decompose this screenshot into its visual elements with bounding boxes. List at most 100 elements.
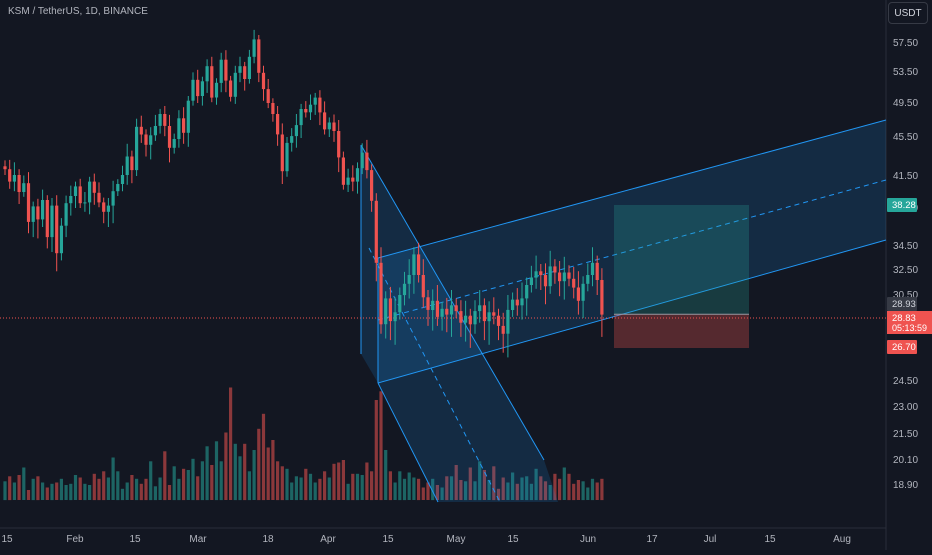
- candle-body[interactable]: [233, 72, 237, 97]
- candle-body[interactable]: [17, 175, 21, 192]
- candle-body[interactable]: [600, 280, 604, 315]
- candle-body[interactable]: [426, 297, 430, 310]
- candle-body[interactable]: [196, 79, 200, 97]
- candle-body[interactable]: [3, 166, 7, 170]
- candle-body[interactable]: [351, 177, 355, 182]
- candle-body[interactable]: [50, 205, 54, 238]
- candle-body[interactable]: [327, 122, 331, 130]
- candle-body[interactable]: [135, 126, 139, 171]
- candle-body[interactable]: [111, 191, 115, 206]
- candle-body[interactable]: [332, 122, 336, 132]
- candle-body[interactable]: [205, 66, 209, 82]
- candle-body[interactable]: [55, 205, 59, 254]
- candle-body[interactable]: [567, 272, 571, 279]
- candle-body[interactable]: [553, 266, 557, 273]
- candle-body[interactable]: [464, 315, 468, 323]
- candle-body[interactable]: [92, 181, 96, 193]
- candle-body[interactable]: [445, 308, 449, 315]
- candle-body[interactable]: [572, 278, 576, 288]
- candle-body[interactable]: [548, 266, 552, 287]
- candle-body[interactable]: [106, 205, 110, 212]
- candle-body[interactable]: [299, 109, 303, 126]
- candle-body[interactable]: [313, 97, 317, 105]
- candle-body[interactable]: [64, 203, 68, 226]
- candle-body[interactable]: [280, 134, 284, 172]
- candle-body[interactable]: [525, 285, 529, 299]
- candle-body[interactable]: [402, 283, 407, 296]
- candle-body[interactable]: [257, 39, 261, 73]
- candle-body[interactable]: [125, 156, 129, 176]
- candle-body[interactable]: [120, 175, 125, 184]
- candle-body[interactable]: [393, 312, 397, 322]
- candle-body[interactable]: [167, 126, 172, 148]
- candle-body[interactable]: [473, 311, 477, 325]
- candle-body[interactable]: [224, 59, 228, 81]
- candle-body[interactable]: [130, 156, 134, 171]
- candle-body[interactable]: [308, 104, 313, 113]
- candle-body[interactable]: [370, 170, 374, 201]
- candle-body[interactable]: [337, 131, 341, 158]
- candle-body[interactable]: [407, 275, 411, 284]
- candle-body[interactable]: [88, 181, 92, 203]
- candle-body[interactable]: [31, 206, 35, 222]
- candle-body[interactable]: [318, 97, 322, 113]
- candle-body[interactable]: [116, 184, 120, 192]
- position-target-zone[interactable]: [614, 205, 749, 315]
- candle-body[interactable]: [158, 114, 162, 126]
- candle-body[interactable]: [191, 79, 195, 101]
- candle-body[interactable]: [102, 202, 106, 212]
- candle-body[interactable]: [449, 305, 454, 315]
- candle-body[interactable]: [543, 275, 548, 287]
- candle-body[interactable]: [210, 66, 214, 98]
- candle-body[interactable]: [346, 177, 350, 185]
- candle-body[interactable]: [355, 168, 360, 182]
- candle-body[interactable]: [153, 126, 157, 136]
- candle-body[interactable]: [379, 262, 383, 325]
- candle-body[interactable]: [454, 305, 458, 312]
- candle-body[interactable]: [478, 305, 482, 312]
- candle-body[interactable]: [36, 206, 40, 220]
- candle-body[interactable]: [487, 312, 491, 322]
- candle-body[interactable]: [266, 89, 270, 103]
- candle-body[interactable]: [459, 311, 463, 323]
- candle-body[interactable]: [440, 308, 444, 317]
- candle-body[interactable]: [73, 186, 78, 196]
- candle-body[interactable]: [8, 169, 12, 182]
- candle-body[interactable]: [69, 196, 73, 204]
- candle-body[interactable]: [26, 183, 31, 222]
- candle-body[interactable]: [468, 315, 472, 325]
- candle-body[interactable]: [229, 80, 233, 97]
- candle-body[interactable]: [431, 300, 435, 310]
- candle-body[interactable]: [243, 66, 247, 79]
- candle-body[interactable]: [398, 295, 402, 313]
- candle-body[interactable]: [200, 81, 204, 96]
- candle-body[interactable]: [529, 277, 533, 286]
- candle-body[interactable]: [172, 139, 176, 148]
- candle-body[interactable]: [417, 254, 421, 275]
- candle-body[interactable]: [435, 300, 439, 317]
- candle-body[interactable]: [219, 59, 223, 83]
- candle-body[interactable]: [323, 112, 327, 130]
- candle-body[interactable]: [384, 298, 388, 325]
- candle-body[interactable]: [247, 56, 251, 79]
- candle-body[interactable]: [294, 125, 298, 137]
- candle-body[interactable]: [365, 152, 369, 171]
- candle-body[interactable]: [276, 114, 280, 135]
- candle-body[interactable]: [341, 157, 345, 185]
- candle-body[interactable]: [482, 305, 486, 322]
- candle-body[interactable]: [558, 272, 562, 282]
- candle-body[interactable]: [595, 262, 599, 280]
- candle-body[interactable]: [421, 275, 425, 298]
- candle-body[interactable]: [252, 39, 256, 57]
- candle-body[interactable]: [59, 225, 63, 254]
- candle-body[interactable]: [177, 118, 181, 139]
- candle-body[interactable]: [139, 126, 143, 135]
- candle-body[interactable]: [515, 299, 519, 306]
- candle-body[interactable]: [511, 299, 515, 310]
- candle-body[interactable]: [144, 134, 148, 145]
- candle-body[interactable]: [360, 152, 364, 169]
- candle-body[interactable]: [78, 186, 82, 204]
- candle-body[interactable]: [304, 109, 308, 113]
- currency-button[interactable]: USDT: [888, 2, 928, 24]
